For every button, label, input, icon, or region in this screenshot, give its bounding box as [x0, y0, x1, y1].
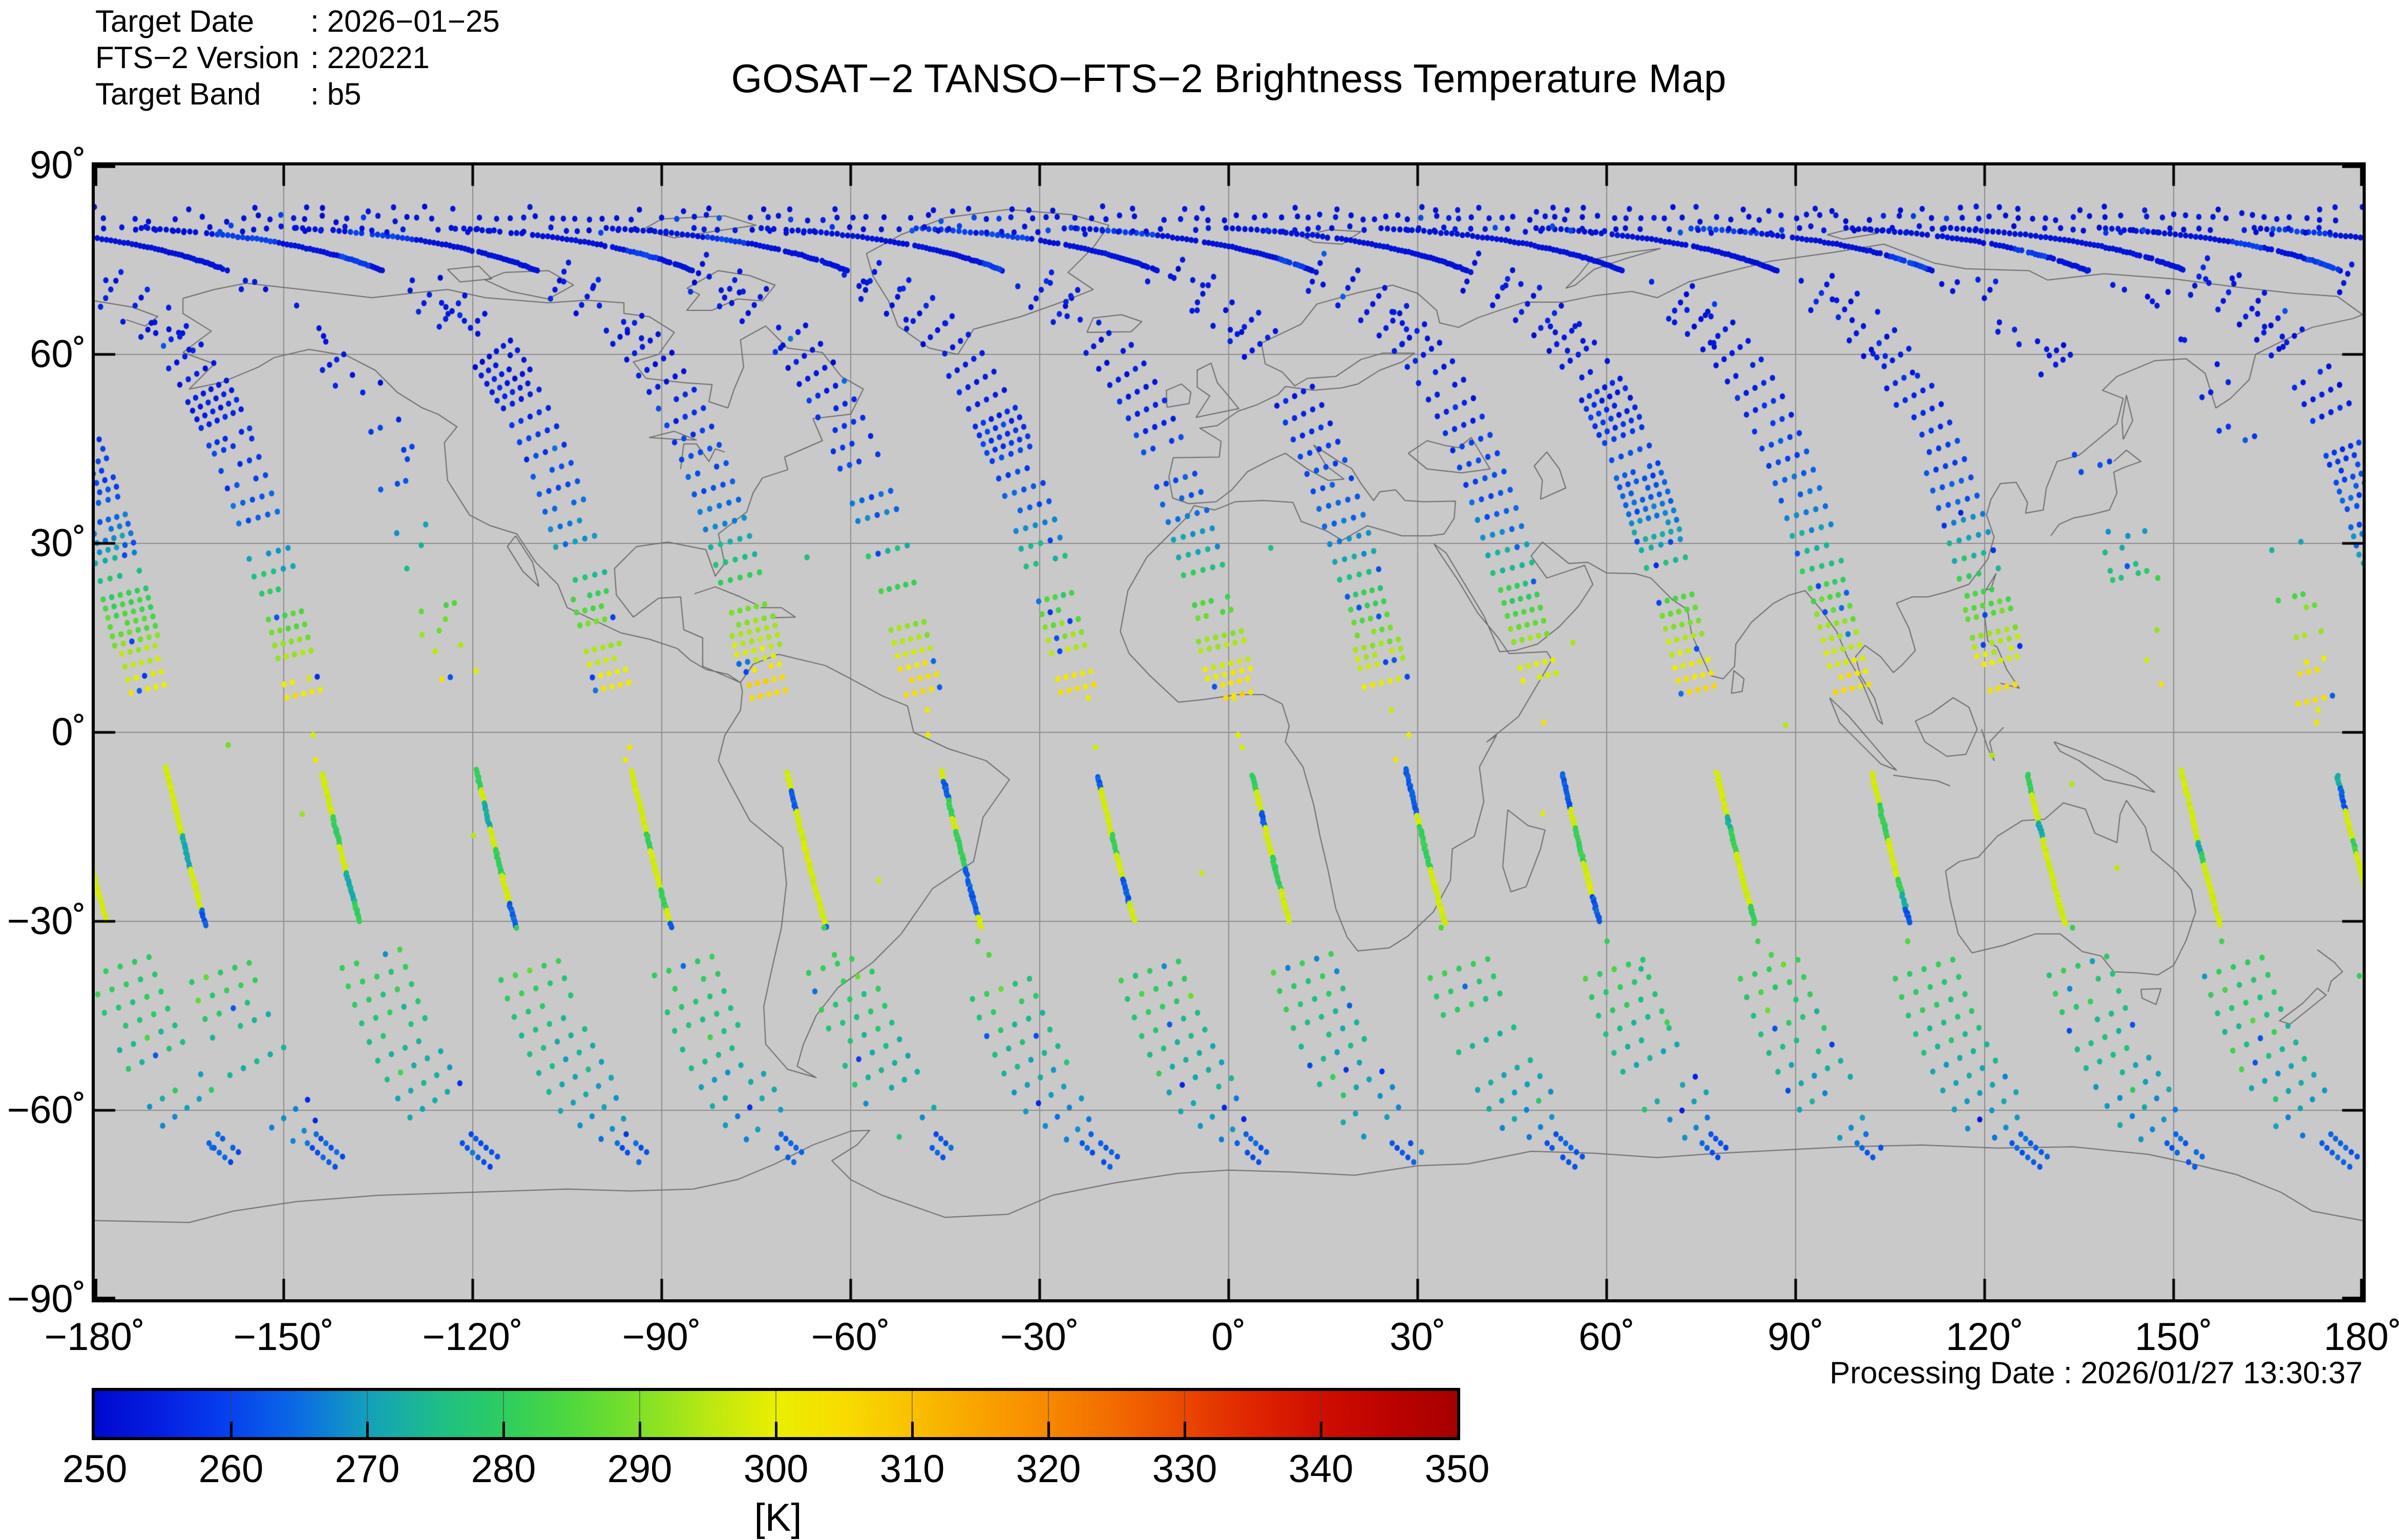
metadata-label: FTS−2 Version	[95, 40, 300, 75]
colorbar-tick-label: 290	[607, 1447, 672, 1491]
map-canvas	[95, 165, 2363, 1299]
metadata-label: Target Band	[95, 77, 261, 111]
map-plot	[92, 162, 2366, 1302]
colorbar	[92, 1388, 1460, 1440]
y-tick-label: 90˚	[30, 143, 86, 187]
colorbar-tick	[1047, 1422, 1050, 1437]
metadata-block: Target Date:2026−01−25 FTS−2 Version:2202…	[95, 3, 500, 112]
colorbar-tick	[1183, 1422, 1186, 1437]
x-tick-label: −60˚	[811, 1315, 891, 1359]
y-tick-label: 0˚	[51, 710, 86, 754]
plot-title: GOSAT−2 TANSO−FTS−2 Brightness Temperatu…	[731, 56, 1727, 101]
colorbar-tickline	[503, 1391, 504, 1437]
x-tick-label: −180˚	[44, 1315, 145, 1359]
colorbar-tick-label: 260	[198, 1447, 264, 1491]
x-tick-label: 0˚	[1211, 1315, 1246, 1359]
colorbar-tick-label: 250	[62, 1447, 128, 1491]
colorbar-tick	[502, 1422, 505, 1437]
x-tick-label: 120˚	[1945, 1315, 2024, 1359]
colorbar-tick	[229, 1422, 233, 1437]
x-tick-label: 180˚	[2323, 1315, 2399, 1359]
colorbar-tickline	[1320, 1391, 1321, 1437]
colorbar-tick	[1319, 1422, 1322, 1437]
metadata-separator: :	[310, 77, 319, 111]
processing-date: Processing Date : 2026/01/27 13:30:37	[1829, 1356, 2363, 1390]
colorbar-tick-label: 340	[1288, 1447, 1354, 1491]
colorbar-tickline	[912, 1391, 913, 1437]
x-tick-label: −30˚	[1000, 1315, 1080, 1359]
colorbar-tick	[638, 1422, 641, 1437]
y-tick-label: −30˚	[7, 899, 86, 943]
x-tick-label: −150˚	[233, 1315, 334, 1359]
metadata-value: 220221	[327, 40, 430, 75]
colorbar-tick	[366, 1422, 369, 1437]
colorbar-tickline	[639, 1391, 640, 1437]
x-tick-label: −90˚	[622, 1315, 702, 1359]
metadata-separator: :	[310, 4, 319, 38]
colorbar-tick-label: 320	[1016, 1447, 1081, 1491]
metadata-row: FTS−2 Version:220221	[95, 39, 500, 76]
x-tick-label: 90˚	[1767, 1315, 1824, 1359]
y-tick-label: 60˚	[30, 332, 86, 376]
colorbar-tickline	[367, 1391, 368, 1437]
y-tick-label: 30˚	[30, 521, 86, 565]
colorbar-tick	[774, 1422, 777, 1437]
colorbar-tickline	[1048, 1391, 1049, 1437]
colorbar-tickline	[230, 1391, 232, 1437]
y-tick-label: −60˚	[7, 1088, 86, 1132]
colorbar-tick-label: 350	[1424, 1447, 1490, 1491]
colorbar-tick-label: 300	[743, 1447, 809, 1491]
colorbar-unit: [K]	[754, 1496, 802, 1539]
colorbar-tick-label: 310	[879, 1447, 945, 1491]
colorbar-tickline	[1184, 1391, 1185, 1437]
colorbar-tick-label: 270	[334, 1447, 400, 1491]
x-tick-label: 150˚	[2134, 1315, 2213, 1359]
colorbar-tick	[911, 1422, 914, 1437]
colorbar-tickline	[775, 1391, 776, 1437]
metadata-value: b5	[327, 77, 362, 111]
x-tick-label: −120˚	[422, 1315, 523, 1359]
metadata-row: Target Date:2026−01−25	[95, 3, 500, 39]
metadata-label: Target Date	[95, 4, 255, 38]
colorbar-tick-label: 280	[471, 1447, 536, 1491]
metadata-value: 2026−01−25	[327, 4, 500, 38]
y-tick-label: −90˚	[7, 1277, 86, 1321]
metadata-row: Target Band: b5	[95, 76, 500, 112]
x-tick-label: 60˚	[1579, 1315, 1635, 1359]
x-tick-label: 30˚	[1390, 1315, 1446, 1359]
colorbar-tick-label: 330	[1152, 1447, 1217, 1491]
metadata-separator: :	[310, 40, 319, 75]
